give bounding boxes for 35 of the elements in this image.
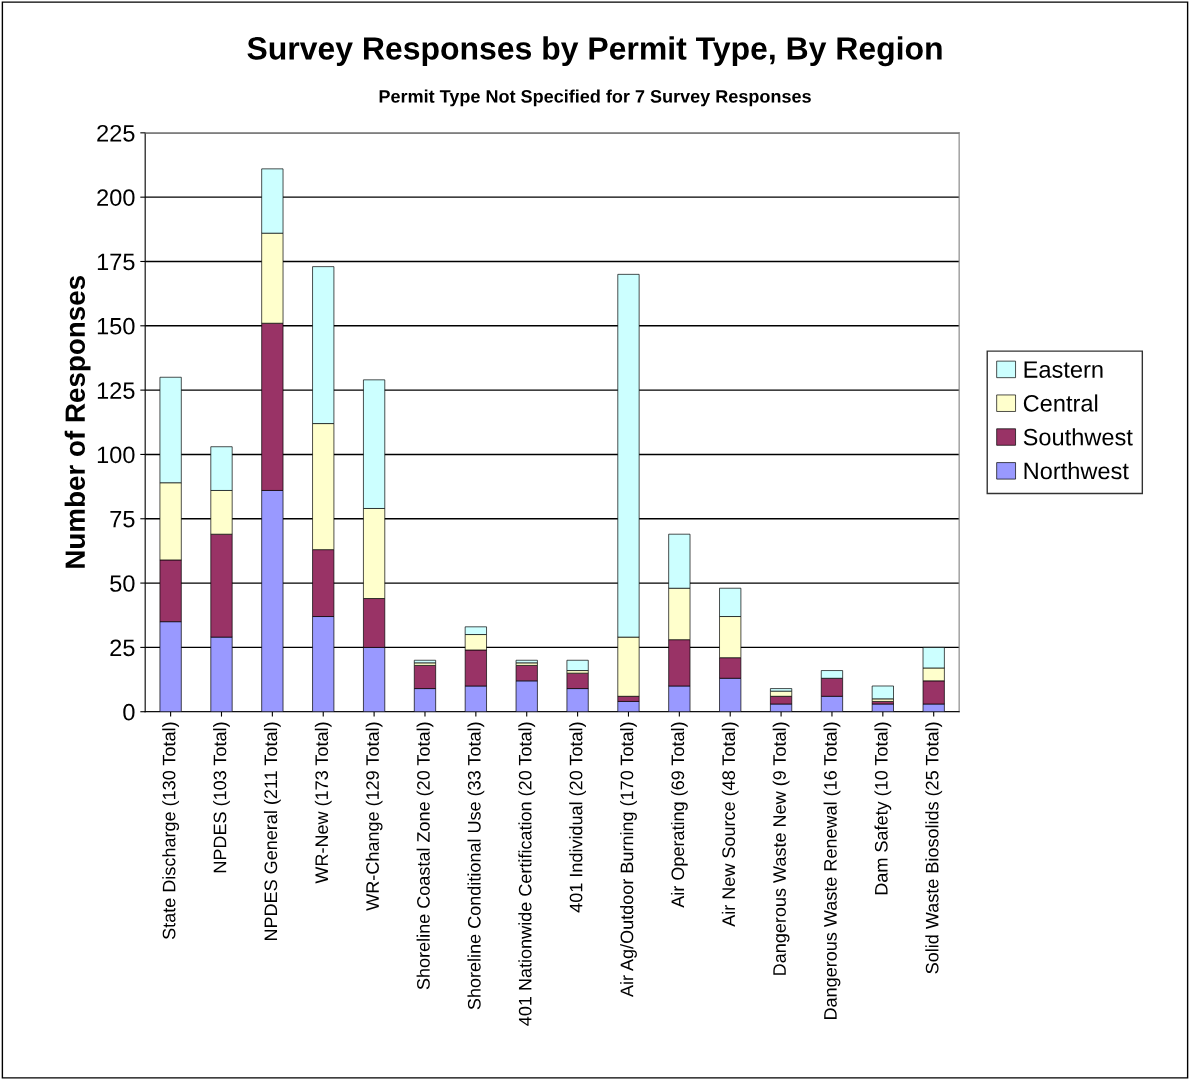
bar [566,659,589,671]
y-tick-label: 25 [110,639,135,657]
y-tick-label: 175 [97,253,135,271]
x-tick-label: Shoreline Conditional Use (33 Total) [467,722,485,1010]
x-tick-label: 401 Individual (20 Total) [569,722,586,913]
y-tick-label: 225 [97,124,135,142]
x-tick-label: Air Operating (69 Total) [670,722,688,908]
x-tick-label: Shoreline Coastal Zone (20 Total) [416,722,434,990]
y-tick-label: 125 [97,382,135,399]
legend-label: Eastern [1024,361,1103,378]
y-tick-label: 200 [97,189,135,206]
y-tick-label: 75 [110,511,135,528]
x-tick-label: NPDES General (211 Total) [263,722,281,941]
x-tick-label: Dam Safety (10 Total) [874,722,892,895]
chart-title: Survey Responses by Permit Type, By Region [247,36,942,67]
bar [871,685,894,700]
y-tick-label: 150 [97,317,135,335]
legend-label: Northwest [1024,462,1129,480]
legend-label: Central [1023,394,1098,412]
x-tick-label: WR-Change (129 Total) [365,722,383,911]
y-tick-label: 100 [97,446,135,464]
x-tick-label: Solid Waste Biosolids (25 Total) [925,722,943,974]
x-tick-label: Air New Source (48 Total) [721,722,739,927]
x-tick-label: Dangerous Waste New (9 Total) [772,722,790,975]
y-tick-label: 50 [110,575,135,592]
x-tick-label: 401 Nationwide Certification (20 Total) [518,722,536,1026]
x-tick-label: State Discharge (130 Total) [162,722,180,940]
x-tick-label: Dangerous Waste Renewal (16 Total) [823,722,841,1020]
y-tick-label: 0 [123,703,135,721]
chart-subtitle: Permit Type Not Specified for 7 Survey Responses [379,89,811,107]
x-tick-label: WR-New (173 Total) [314,722,332,884]
legend-label: Southwest [1023,428,1133,446]
y-axis-title: Number of Responses [64,276,91,568]
x-tick-label: NPDES (103 Total) [213,722,230,873]
x-tick-label: Air Ag/Outdoor Burning (170 Total) [620,722,637,998]
